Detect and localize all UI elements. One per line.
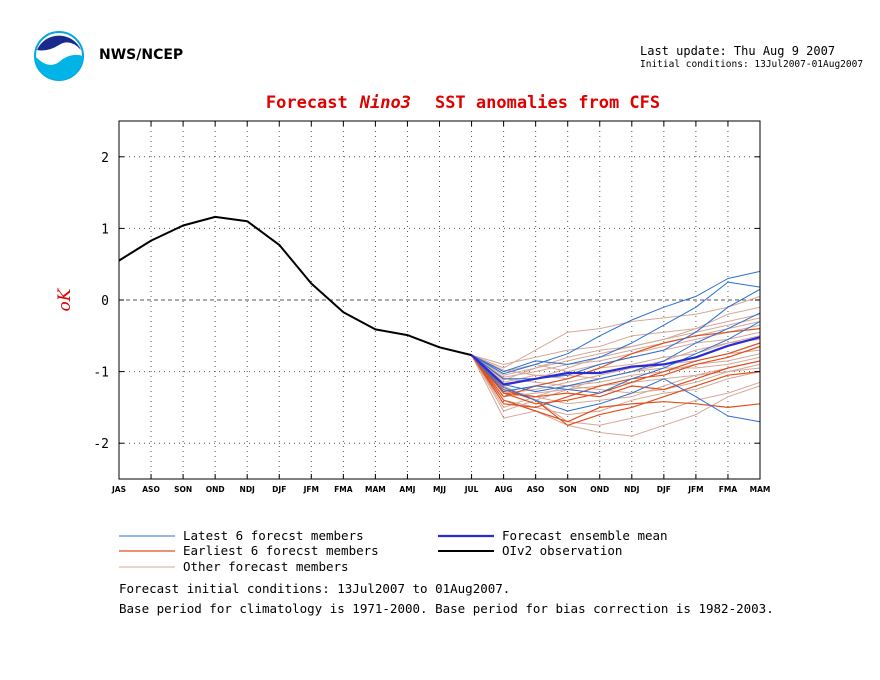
latest-member-line bbox=[471, 312, 761, 393]
legend-label-latest: Latest 6 forecst members bbox=[183, 528, 364, 543]
title-part-3: SST anomalies from CFS bbox=[435, 93, 660, 113]
observation-line bbox=[118, 215, 472, 357]
ensemble-mean-line bbox=[470, 336, 761, 386]
x-tick-label: FMA bbox=[719, 485, 738, 494]
x-tick-label: OND bbox=[590, 485, 609, 494]
latest-members bbox=[471, 270, 761, 423]
title-part-1: Forecast bbox=[266, 93, 348, 113]
ensemble-mean-series bbox=[470, 336, 761, 386]
x-tick-label: ASO bbox=[142, 485, 160, 494]
x-tick-label: NDJ bbox=[624, 485, 640, 494]
other-member-line bbox=[471, 354, 761, 426]
axes: JAS ASO SON OND NDJ DJF JFM FMA MAM AMJ MJJ JUL AUG A… bbox=[93, 120, 771, 494]
x-tick-label: DJF bbox=[272, 485, 286, 494]
x-tick-label: MJJ bbox=[433, 485, 446, 494]
y-tick-label: -1 bbox=[93, 366, 109, 381]
x-tick-label: NDJ bbox=[240, 485, 256, 494]
x-tick-label: DJF bbox=[657, 485, 671, 494]
x-tick-label: AUG bbox=[495, 485, 513, 494]
other-member-line bbox=[471, 295, 761, 369]
legend-label-other: Other forecast members bbox=[183, 559, 349, 574]
observation-series bbox=[118, 215, 472, 357]
initial-conditions: Initial conditions: 13Jul2007-01Aug2007 bbox=[640, 59, 864, 70]
last-update: Last update: Thu Aug 9 2007 bbox=[640, 44, 836, 58]
x-tick-label: JFM bbox=[303, 485, 319, 494]
earliest-member-line bbox=[471, 354, 761, 423]
other-member-line bbox=[471, 313, 761, 381]
latest-member-line bbox=[471, 281, 761, 373]
x-tick-label: JFM bbox=[687, 485, 703, 494]
note-initial-conditions: Forecast initial conditions: 13Jul2007 t… bbox=[119, 581, 511, 596]
svg-text:NOAA: NOAA bbox=[49, 49, 69, 56]
x-tick-label: JUL bbox=[464, 485, 479, 494]
legend-label-observation: OIv2 observation bbox=[502, 543, 623, 558]
note-base-period: Base period for climatology is 1971-2000… bbox=[119, 601, 774, 616]
y-tick-label: 1 bbox=[101, 222, 109, 237]
x-tick-label: SON bbox=[559, 485, 577, 494]
org-name: NWS/NCEP bbox=[99, 47, 184, 63]
y-tick-label: 0 bbox=[101, 294, 109, 309]
earliest-member-line bbox=[471, 342, 761, 405]
other-member-line bbox=[471, 338, 761, 380]
latest-member-line bbox=[471, 288, 761, 380]
x-tick-label: OND bbox=[206, 485, 225, 494]
earliest-member-line bbox=[471, 354, 761, 398]
other-member-line bbox=[471, 353, 761, 408]
x-tick-label: JAS bbox=[111, 485, 126, 494]
latest-member-line bbox=[471, 321, 761, 394]
x-tick-label: MAM bbox=[365, 485, 386, 494]
chart-title: Forecast Nino3 SST anomalies from CFS bbox=[266, 93, 660, 113]
latest-member-line bbox=[471, 270, 761, 375]
x-tick-label: MAM bbox=[750, 485, 771, 494]
x-tick-label: FMA bbox=[334, 485, 353, 494]
grid-lines bbox=[119, 121, 760, 479]
other-members bbox=[471, 295, 761, 437]
earliest-member-line bbox=[471, 345, 761, 408]
x-tick-label: ASO bbox=[527, 485, 545, 494]
y-tick-label: -2 bbox=[93, 437, 109, 452]
legend-lines bbox=[119, 534, 494, 568]
title-part-2: Nino3 bbox=[359, 93, 411, 113]
legend-label-mean: Forecast ensemble mean bbox=[502, 528, 668, 543]
legend-label-earliest: Earliest 6 forecst members bbox=[183, 543, 379, 558]
noaa-logo: NOAA bbox=[34, 31, 84, 81]
x-tick-label: AMJ bbox=[399, 485, 415, 494]
y-tick-label: 2 bbox=[101, 151, 109, 166]
earliest-members bbox=[471, 328, 761, 426]
other-member-line bbox=[471, 306, 761, 365]
x-tick-label: SON bbox=[174, 485, 192, 494]
latest-member-line bbox=[471, 354, 761, 423]
y-axis-label: oK bbox=[55, 287, 75, 311]
